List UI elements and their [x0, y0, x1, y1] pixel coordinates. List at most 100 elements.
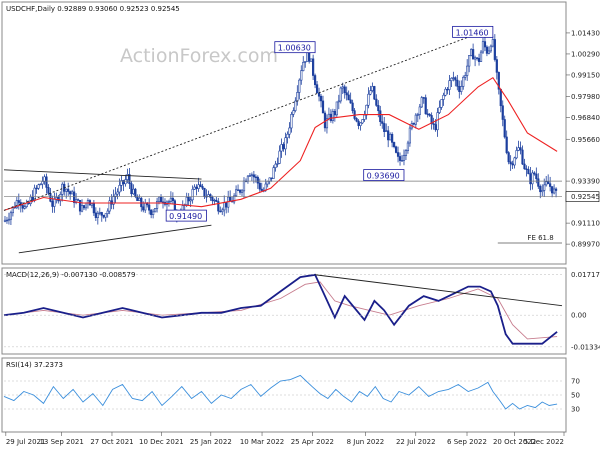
candle-body: [27, 202, 30, 205]
candle-body: [130, 183, 133, 195]
candle-body: [343, 86, 346, 93]
candle-body: [17, 200, 20, 203]
candle-body: [211, 197, 214, 202]
price-chart-title: USDCHF,Daily 0.92889 0.93060 0.92523 0.9…: [6, 5, 180, 13]
candle-body: [300, 70, 303, 81]
candle-body: [304, 61, 307, 63]
candle-body: [400, 160, 404, 162]
candle-body: [487, 50, 491, 54]
candle-body: [531, 172, 534, 185]
candle-body: [351, 102, 354, 111]
candle-body: [35, 187, 38, 190]
candle-body: [118, 184, 121, 193]
candle-body: [71, 191, 74, 195]
candle-body: [523, 163, 526, 170]
candle-body: [458, 86, 461, 92]
candle-body: [90, 203, 93, 206]
x-axis-label: 13 Sep 2021: [39, 438, 83, 446]
x-axis-label: 20 Oct 2022: [493, 438, 536, 446]
candle-body: [37, 184, 40, 189]
candle-body: [485, 46, 489, 54]
candle-body: [288, 127, 291, 135]
candle-body: [317, 92, 321, 97]
candle-body: [377, 105, 380, 112]
candle-body: [393, 142, 396, 148]
candle-body: [236, 189, 240, 191]
x-axis-label: 29 Jul 2021: [6, 438, 46, 446]
rsi-title: RSI(14) 37.2373: [6, 361, 63, 369]
candle-body: [278, 150, 281, 164]
candle-body: [282, 144, 285, 150]
candle-body: [154, 208, 157, 213]
candle-body: [519, 147, 522, 151]
candle-body: [21, 205, 24, 209]
candle-body: [47, 187, 50, 194]
candle-body: [477, 57, 481, 62]
candle-body: [353, 110, 356, 119]
candle-body: [298, 79, 301, 93]
candle-body: [495, 59, 498, 73]
candle-body: [416, 114, 419, 116]
annotation-label: 0.91490: [169, 212, 202, 221]
candle-body: [339, 87, 342, 102]
candle-body: [39, 183, 42, 186]
candle-body: [525, 168, 528, 170]
candle-body: [272, 167, 275, 179]
candle-body: [394, 146, 398, 153]
candle-body: [213, 199, 216, 202]
candle-body: [195, 186, 198, 189]
candle-body: [533, 172, 536, 175]
candle-body: [369, 90, 372, 95]
candle-body: [509, 161, 512, 165]
annotation-label: 1.01460: [456, 28, 489, 37]
candle-body: [157, 196, 161, 202]
candle-body: [233, 195, 236, 203]
candle-body: [217, 201, 220, 212]
candle-body: [240, 190, 244, 193]
rsi-y-label: 50: [571, 392, 580, 400]
candle-body: [94, 212, 97, 218]
candle-body: [414, 114, 417, 125]
candle-body: [104, 213, 107, 218]
price-y-label: 1.01430: [571, 29, 600, 37]
candle-body: [432, 123, 435, 125]
candle-body: [310, 58, 313, 62]
candle-body: [541, 190, 544, 193]
candle-body: [367, 93, 370, 106]
fe-label: FE 61.8: [527, 234, 553, 242]
candle-body: [229, 196, 232, 202]
candle-body: [201, 186, 204, 189]
candle-body: [116, 191, 119, 195]
candle-body: [9, 212, 13, 220]
candle-body: [73, 191, 76, 203]
candle-body: [65, 188, 68, 192]
candle-body: [319, 95, 323, 102]
candle-body: [365, 104, 368, 116]
candle-body: [479, 51, 483, 62]
candle-body: [112, 195, 115, 205]
candle-body: [144, 203, 147, 211]
rsi-line: [3, 374, 558, 410]
candle-body: [434, 124, 437, 131]
candle-body: [51, 201, 54, 207]
candle-body: [412, 123, 415, 125]
candle-body: [136, 196, 139, 201]
trend-line-lower: [18, 224, 212, 254]
price-layer: 1.00630 1.01460 0.93690 0.91490 FE 61.8: [3, 25, 562, 254]
candle-body: [383, 123, 386, 132]
candle-body: [92, 203, 95, 214]
candle-body: [207, 194, 210, 197]
candle-body: [357, 120, 360, 126]
candle-body: [529, 173, 532, 185]
candle-body: [521, 149, 524, 165]
annotation-box: [165, 209, 207, 222]
candle-body: [187, 196, 190, 202]
x-axis-label: 10 Dec 2021: [139, 438, 184, 446]
candle-body: [446, 88, 449, 91]
candle-body: [440, 99, 443, 108]
candle-body: [193, 186, 196, 190]
candle-body: [454, 77, 457, 81]
candle-body: [381, 121, 384, 124]
candle-body: [296, 92, 299, 102]
annotation-label: 1.00630: [278, 44, 311, 53]
